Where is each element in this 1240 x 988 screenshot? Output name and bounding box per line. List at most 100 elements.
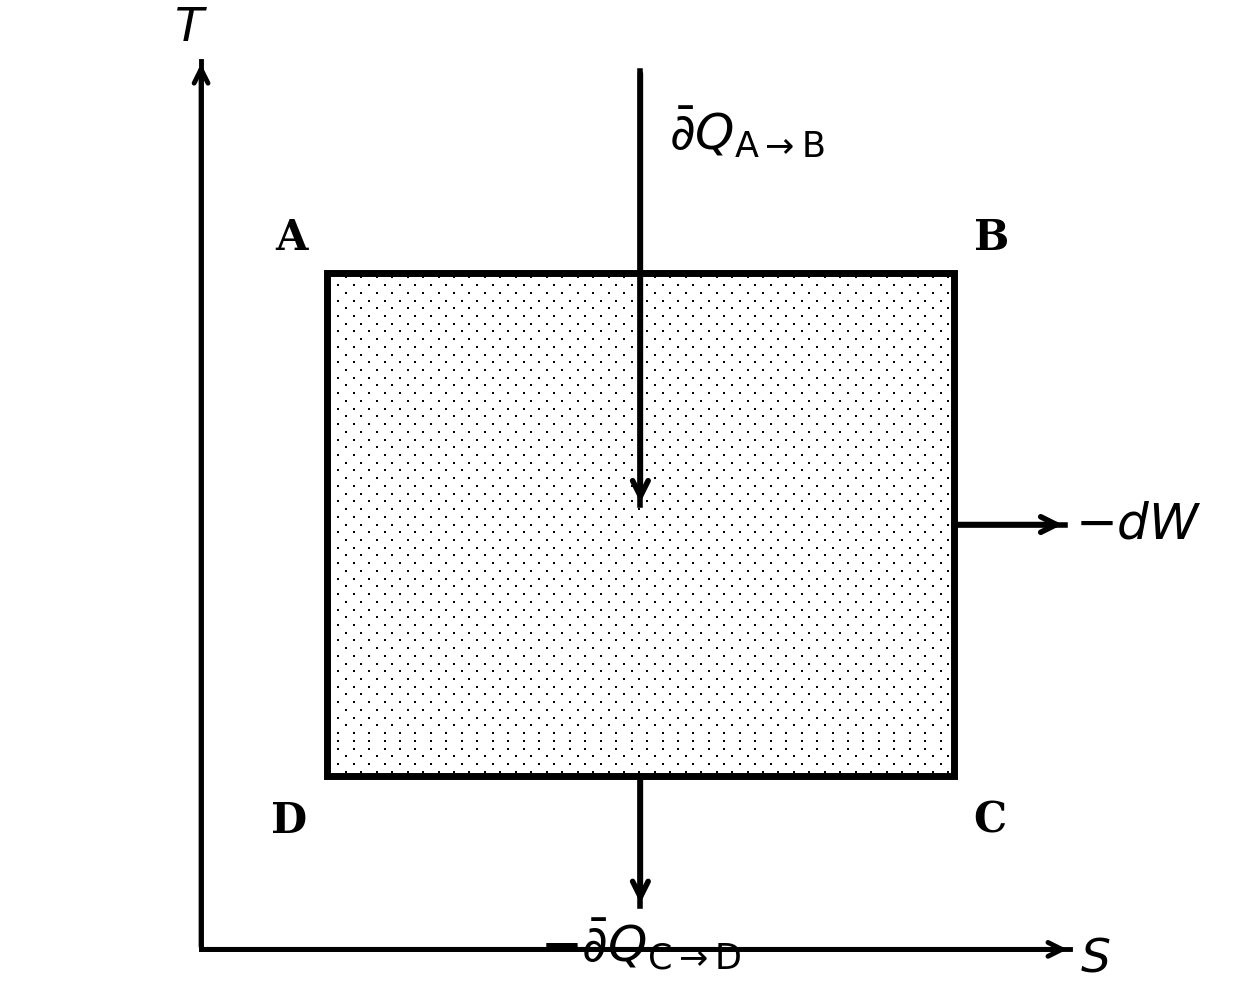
Point [405,278,425,293]
Point [668,571,688,587]
Point [374,555,394,571]
Point [413,285,433,300]
Point [730,733,750,749]
Point [537,533,557,548]
Point [714,448,734,463]
Point [329,323,348,339]
Point [661,300,681,316]
Point [722,285,742,300]
Point [776,401,796,417]
Point [451,632,471,648]
Point [892,454,911,470]
Point [429,547,449,563]
Point [800,594,820,610]
Point [391,278,410,293]
Point [521,717,541,733]
Point [915,602,935,618]
Point [784,470,804,486]
Point [630,393,650,409]
Point [343,648,363,664]
Point [336,748,356,764]
Point [776,292,796,308]
Point [560,292,580,308]
Point [599,533,619,548]
Point [661,533,681,548]
Point [815,624,835,640]
Point [738,578,758,594]
Point [676,347,696,363]
Point [444,347,464,363]
Point [506,486,526,502]
Point [853,679,873,695]
Point [475,764,495,780]
Point [838,733,858,749]
Point [444,486,464,502]
Point [429,563,449,579]
Point [645,610,665,625]
Point [621,339,641,355]
Point [915,632,935,648]
Point [714,509,734,525]
Point [908,300,928,316]
Point [560,709,580,725]
Point [692,656,712,672]
Point [320,517,340,533]
Point [714,416,734,432]
Point [336,454,356,470]
Point [645,764,665,780]
Point [923,285,942,300]
Point [822,756,842,772]
Point [745,618,765,633]
Point [652,308,672,324]
Point [862,470,882,486]
Point [451,370,471,385]
Point [722,656,742,672]
Point [908,377,928,393]
Point [853,432,873,448]
Point [491,610,511,625]
Point [606,663,626,679]
Point [436,401,456,417]
Point [784,640,804,656]
Point [367,533,387,548]
Point [374,370,394,385]
Point [884,339,904,355]
Point [591,725,611,741]
Point [560,618,580,633]
Point [498,539,518,555]
Point [614,285,634,300]
Point [699,278,719,293]
Point [630,470,650,486]
Point [568,470,588,486]
Point [784,347,804,363]
Point [398,702,418,718]
Point [482,525,502,540]
Point [769,517,789,533]
Point [699,509,719,525]
Point [460,316,480,332]
Point [791,493,811,509]
Point [320,547,340,563]
Point [862,501,882,517]
Point [351,640,371,656]
Point [614,578,634,594]
Point [621,478,641,494]
Text: A: A [275,217,308,259]
Point [560,586,580,602]
Point [714,339,734,355]
Point [923,702,942,718]
Point [329,401,348,417]
Point [537,517,557,533]
Point [529,401,549,417]
Point [745,323,765,339]
Point [360,432,379,448]
Point [753,347,773,363]
Point [320,563,340,579]
Point [591,709,611,725]
Point [498,695,518,710]
Text: $-dW$: $-dW$ [1075,500,1202,549]
Point [769,640,789,656]
Point [714,308,734,324]
Point [491,671,511,687]
Point [699,571,719,587]
